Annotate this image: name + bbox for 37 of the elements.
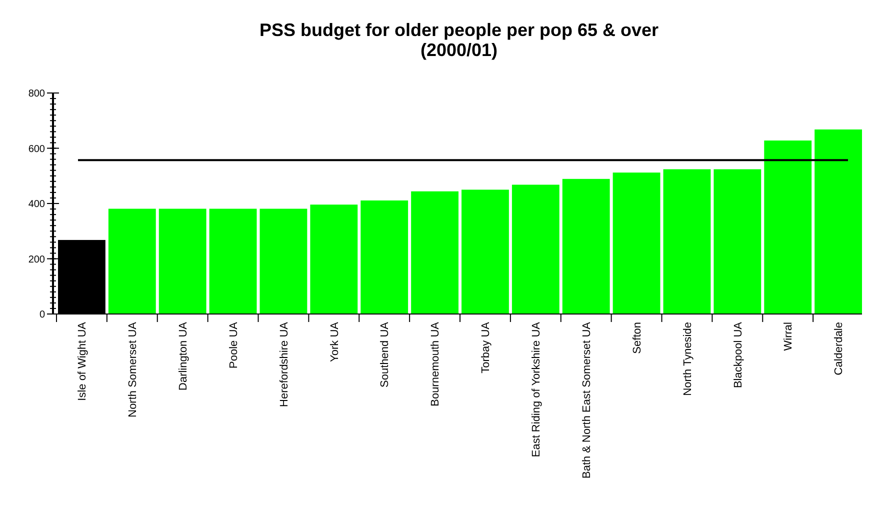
x-tick-label: East Riding of Yorkshire UA <box>530 321 543 458</box>
bar <box>310 204 358 314</box>
x-tick-label: Darlington UA <box>177 321 190 390</box>
bar <box>814 129 862 314</box>
bar <box>108 208 156 314</box>
bar <box>462 190 509 314</box>
y-tick-label: 400 <box>28 199 46 210</box>
x-tick-label: Isle of Wight UA <box>76 321 89 401</box>
x-tick-label: Wirral <box>782 322 795 351</box>
y-tick-label: 0 <box>39 310 46 320</box>
bar <box>714 169 762 314</box>
x-tick-label: North Tyneside <box>682 322 694 396</box>
x-tick-label: York UA <box>328 321 341 362</box>
y-tick-label: 800 <box>28 88 46 100</box>
y-tick-label: 200 <box>28 254 46 266</box>
bar <box>260 208 308 314</box>
bar <box>209 208 257 314</box>
x-tick-label: Bath & North East Somerset UA <box>580 321 593 479</box>
x-tick-label: Calderdale <box>833 322 846 376</box>
y-tick-label: 600 <box>28 144 46 155</box>
x-tick-label: Blackpool UA <box>732 321 744 388</box>
bar <box>158 208 206 314</box>
x-tick-label: Poole UA <box>228 321 240 368</box>
bar <box>562 178 610 314</box>
bar <box>663 169 711 314</box>
bar <box>764 140 812 314</box>
bar <box>512 184 560 314</box>
chart-title: PSS budget for older people per pop 65 & over (2000/01) <box>259 20 659 60</box>
x-tick-label: Herefordshire UA <box>278 321 290 407</box>
x-tick-label: Southend UA <box>379 321 392 388</box>
bar <box>411 191 458 314</box>
x-tick-label: Torbay UA <box>480 321 492 374</box>
bar <box>612 172 660 314</box>
bar <box>360 200 408 314</box>
x-tick-label: Sefton <box>631 322 644 354</box>
x-tick-label: North Somerset UA <box>126 321 139 418</box>
x-tick-label: Bournemouth UA <box>430 321 442 406</box>
